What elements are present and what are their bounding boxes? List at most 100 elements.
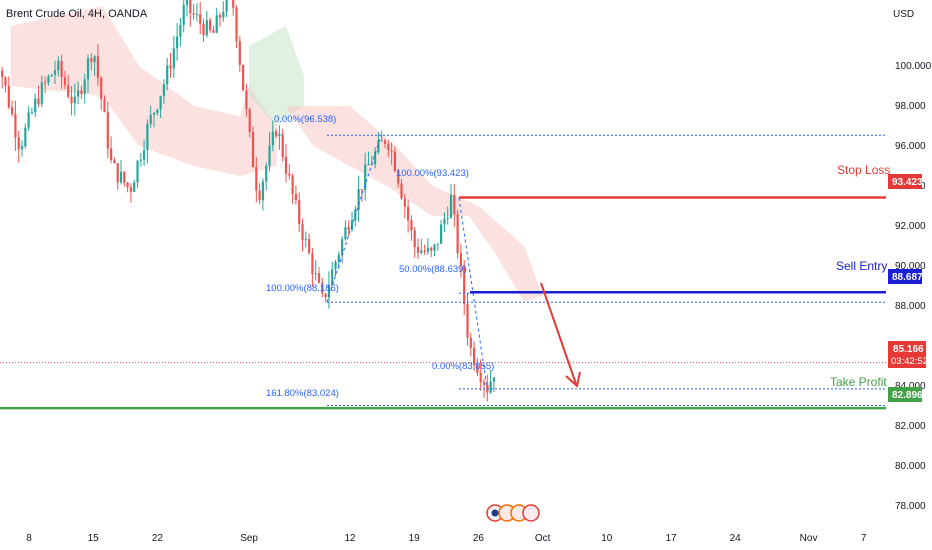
candle (433, 243, 436, 257)
candle (476, 358, 479, 377)
candle (169, 52, 172, 78)
candle (278, 125, 281, 150)
x-tick-label: 24 (730, 533, 742, 544)
x-tick-label: 19 (409, 533, 421, 544)
y-tick-label: 88.000 (895, 301, 926, 312)
us-flag-icon[interactable] (522, 504, 540, 522)
take-profit-price: 82.896 (892, 390, 923, 401)
candle (199, 1, 202, 34)
candle (255, 156, 258, 203)
candle (83, 73, 86, 104)
candle (426, 238, 430, 255)
candle (453, 183, 456, 228)
candle (416, 238, 420, 260)
candle (4, 76, 7, 93)
take-profit-price-tag (888, 387, 922, 402)
candle (367, 151, 370, 166)
y-tick-label: 78.000 (895, 501, 926, 512)
candle (261, 178, 265, 211)
y-tick-label: 92.000 (895, 221, 926, 232)
candle (268, 132, 271, 172)
candle (222, 1, 225, 22)
fib-trend-line (326, 135, 382, 303)
candle (116, 162, 119, 190)
candle (149, 105, 152, 128)
candle (172, 35, 175, 79)
x-tick-label: 10 (601, 533, 613, 544)
candle (324, 292, 327, 303)
candle (479, 359, 482, 391)
candle (225, 0, 228, 18)
x-tick-label: Oct (535, 533, 551, 544)
candle (30, 107, 34, 115)
candle (443, 212, 446, 233)
bar-countdown: 03:42:52 (891, 356, 928, 367)
candle (14, 100, 17, 151)
candle (331, 261, 334, 286)
candle (162, 79, 166, 104)
x-tick-label: Nov (800, 533, 818, 544)
candle (50, 73, 53, 77)
stop-loss-label: Stop Loss (837, 163, 890, 177)
candle (489, 369, 492, 394)
candle (420, 238, 423, 255)
candle (156, 108, 159, 116)
candle (17, 131, 20, 163)
currency-label: USD (893, 9, 914, 20)
candle (238, 35, 241, 73)
fib-label-b: 100.00%(93.423) (396, 168, 469, 179)
last-price: 85.166 (893, 344, 924, 355)
candle (232, 0, 235, 16)
candle (166, 58, 169, 91)
candle (400, 178, 403, 200)
fib-label-f: 161.80%(83.024) (266, 388, 339, 399)
candle (67, 74, 70, 99)
candle (192, 3, 195, 20)
candle (265, 162, 268, 191)
candle (218, 12, 222, 27)
candle (275, 128, 278, 139)
candle (209, 17, 212, 33)
projection-arrow (540, 282, 581, 388)
candle (271, 120, 274, 152)
candle (176, 23, 179, 61)
economic-events-icons[interactable] (486, 504, 540, 522)
candle (182, 0, 185, 33)
candle (377, 132, 380, 155)
candle (133, 179, 136, 192)
candle (397, 169, 400, 189)
candle (103, 95, 106, 113)
candle (126, 181, 129, 193)
candle (205, 10, 208, 38)
candle (47, 74, 50, 86)
candle (374, 147, 377, 169)
x-tick-label: 22 (152, 533, 164, 544)
candle (387, 140, 390, 158)
ichimoku-cloud (10, 6, 543, 302)
y-tick-label: 96.000 (895, 141, 926, 152)
candle (139, 152, 142, 167)
candle (469, 332, 472, 357)
candle (53, 60, 57, 84)
candle (129, 183, 133, 203)
x-tick-label: 12 (344, 533, 356, 544)
y-tick-label: 100.000 (895, 61, 932, 72)
candle (113, 157, 116, 164)
candle (63, 71, 67, 90)
candle (410, 215, 413, 241)
candle (436, 243, 439, 251)
candle (245, 83, 248, 117)
candle (317, 267, 321, 284)
time-axis[interactable]: 8 15 22 Sep 12 19 26 Oct 10 17 24 Nov 7 (26, 533, 867, 544)
candle (321, 277, 324, 298)
candle (440, 219, 443, 245)
candle (37, 85, 40, 108)
y-tick-label: 82.000 (895, 421, 926, 432)
candle (1, 66, 4, 89)
candle (334, 259, 337, 277)
candle (413, 226, 416, 258)
candle (70, 86, 73, 116)
x-tick-label: 8 (26, 533, 32, 544)
candle (430, 246, 433, 258)
